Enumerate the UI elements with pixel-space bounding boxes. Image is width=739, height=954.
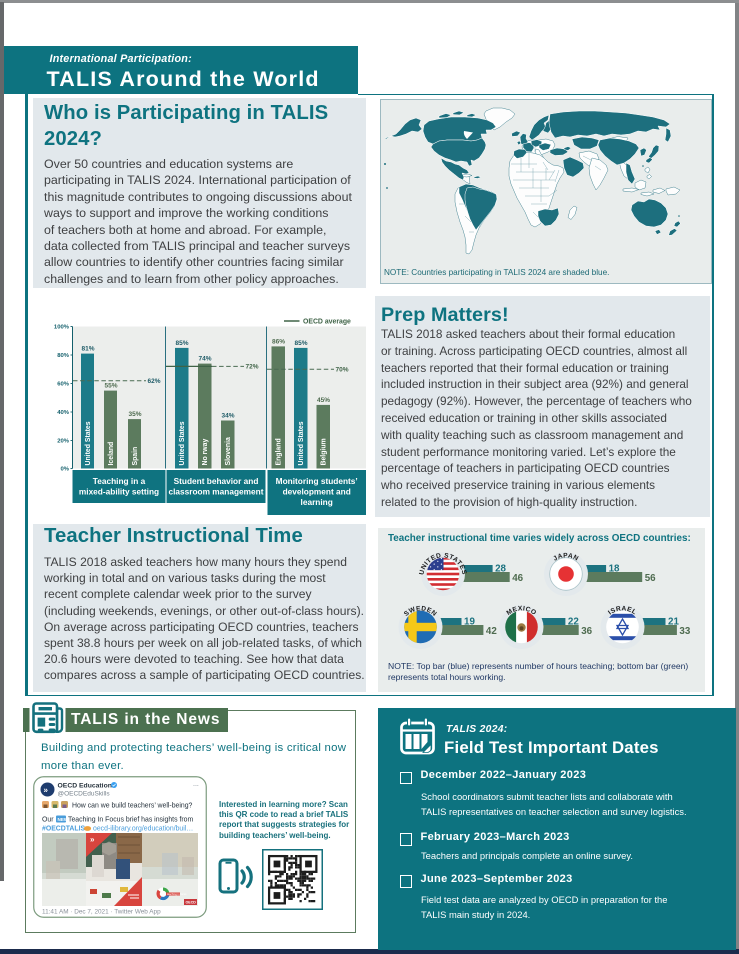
svg-text:United States: United States <box>85 421 92 465</box>
svg-text:Our: Our <box>42 817 54 824</box>
svg-text:OECD average: OECD average <box>303 319 351 326</box>
svg-text:56: 56 <box>645 573 656 584</box>
svg-text:Iceland: Iceland <box>108 442 115 466</box>
svg-text:81%: 81% <box>82 346 95 353</box>
svg-text:JAPAN: JAPAN <box>552 552 580 562</box>
svg-text:United States: United States <box>179 421 186 465</box>
svg-text:80%: 80% <box>57 353 70 359</box>
svg-text:ISRAEL: ISRAEL <box>607 605 638 616</box>
svg-text:70%: 70% <box>336 367 349 374</box>
svg-text:34%: 34% <box>222 413 235 420</box>
svg-text:OECD: OECD <box>186 901 197 905</box>
svg-text:Spain: Spain <box>132 447 139 466</box>
svg-text:33: 33 <box>679 626 690 637</box>
svg-text:@OECDEduSkills: @OECDEduSkills <box>58 791 111 798</box>
svg-text:NEW: NEW <box>58 817 69 822</box>
svg-text:...: ... <box>193 781 199 788</box>
svg-text:35%: 35% <box>129 411 142 418</box>
svg-text:learning: learning <box>301 497 333 507</box>
svg-text:oecd-ilibrary.org/education/bu: oecd-ilibrary.org/education/buil… <box>93 826 193 833</box>
svg-text:21: 21 <box>668 617 679 628</box>
svg-text:22: 22 <box>568 617 579 628</box>
svg-text:»: » <box>44 786 49 795</box>
svg-text:46: 46 <box>512 573 523 584</box>
svg-text:19: 19 <box>464 617 475 628</box>
svg-text:classroom management: classroom management <box>169 487 264 497</box>
svg-text:Slovenia: Slovenia <box>225 437 232 466</box>
svg-text:42: 42 <box>486 626 497 637</box>
svg-text:0%: 0% <box>60 467 69 473</box>
svg-text:45%: 45% <box>317 397 330 404</box>
svg-text:United States: United States <box>298 421 305 465</box>
svg-text:62%: 62% <box>148 378 161 385</box>
svg-text:28: 28 <box>495 564 506 575</box>
svg-text:11:41 AM · Dec 7, 2021 · Twitt: 11:41 AM · Dec 7, 2021 · Twitter Web App <box>42 909 161 916</box>
svg-text:40%: 40% <box>57 410 70 416</box>
svg-text:Monitoring students’: Monitoring students’ <box>276 476 358 486</box>
svg-text:OECD Education: OECD Education <box>58 783 112 790</box>
svg-text:Belgium: Belgium <box>321 438 328 465</box>
svg-text:60%: 60% <box>57 382 70 388</box>
svg-text:36: 36 <box>581 626 592 637</box>
svg-text:No rway: No rway <box>202 439 209 466</box>
svg-text:»: » <box>90 835 95 844</box>
svg-text:MEXICO: MEXICO <box>505 605 537 617</box>
svg-text:85%: 85% <box>295 340 308 347</box>
svg-text:How can we build teachers’ wel: How can we build teachers’ well-being? <box>72 803 193 810</box>
svg-text:Teaching In Focus brief has in: Teaching In Focus brief has insights fro… <box>68 817 193 824</box>
svg-text:74%: 74% <box>199 356 212 363</box>
svg-text:100%: 100% <box>54 325 70 331</box>
svg-text:development and: development and <box>283 487 351 497</box>
svg-text:86%: 86% <box>272 338 285 345</box>
svg-text:55%: 55% <box>105 383 118 390</box>
svg-text:teaching in focus: teaching in focus <box>167 892 187 896</box>
svg-text:20%: 20% <box>57 439 70 445</box>
svg-text:18: 18 <box>609 564 620 575</box>
svg-text:England: England <box>276 438 283 465</box>
svg-text:85%: 85% <box>176 340 189 347</box>
svg-text:mixed-ability setting: mixed-ability setting <box>79 487 159 497</box>
svg-text:72%: 72% <box>246 364 259 371</box>
svg-text:#OECDTALIS: #OECDTALIS <box>42 826 86 833</box>
svg-text:Student behavior and: Student behavior and <box>174 476 259 486</box>
svg-text:Teaching in a: Teaching in a <box>93 476 146 486</box>
